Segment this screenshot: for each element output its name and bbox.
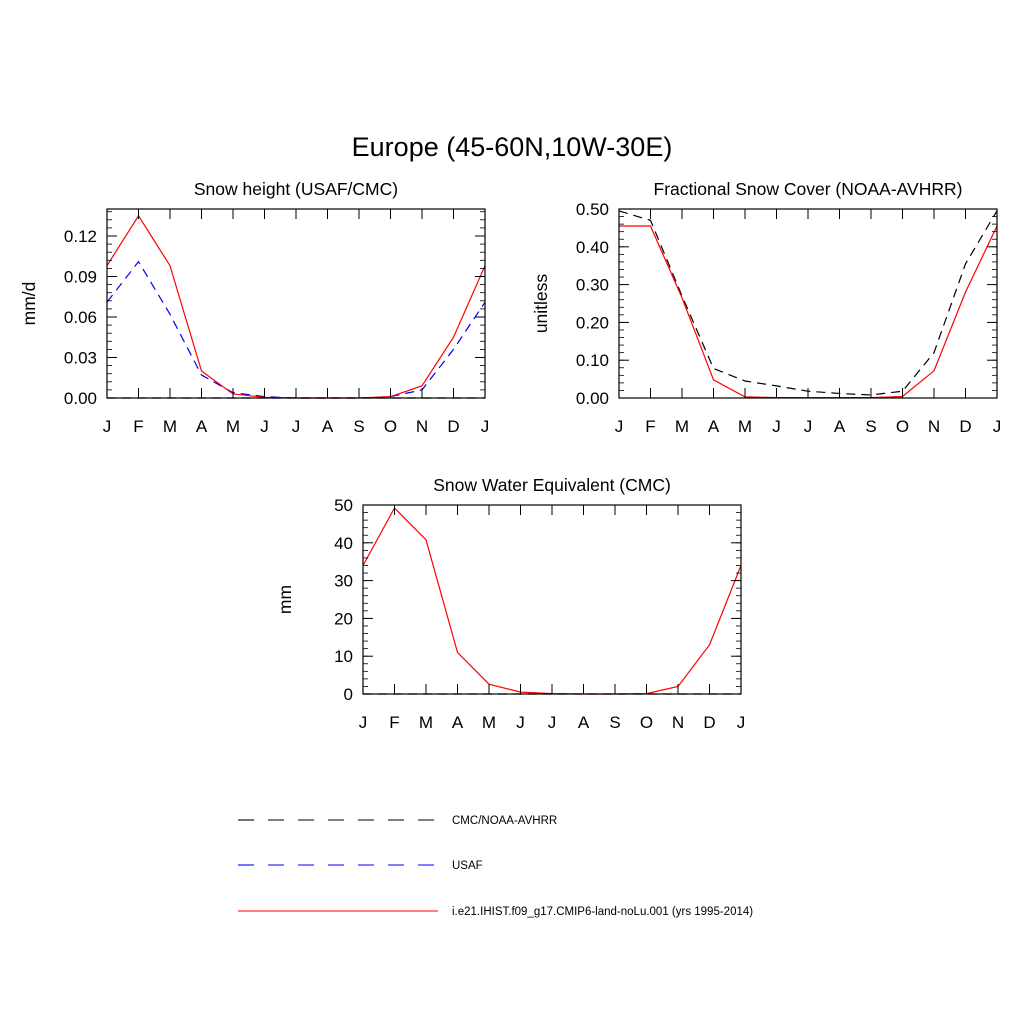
x-tick-label: S	[609, 713, 620, 732]
series-line-i.e21.IHIST.f09_g17.CMIP6-land-noLu.001 (yrs 1995-2014)	[106, 214, 486, 399]
x-tick-label: J	[993, 417, 1002, 436]
x-tick-label: O	[896, 417, 909, 436]
x-tick-label: M	[482, 713, 496, 732]
y-tick-label: 0.50	[576, 200, 609, 219]
x-tick-label: A	[834, 417, 846, 436]
series-line-i.e21.IHIST.f09_g17.CMIP6-land-noLu.001 (yrs 1995-2014)	[362, 507, 742, 695]
y-tick-label: 0	[344, 685, 353, 704]
y-tick-label: 0.09	[64, 268, 97, 287]
x-tick-label: D	[703, 713, 715, 732]
x-tick-label: A	[452, 713, 464, 732]
x-tick-label: O	[384, 417, 397, 436]
series-line-CMC/NOAA-AVHRR	[618, 210, 998, 396]
x-tick-label: A	[322, 417, 334, 436]
x-tick-label: J	[292, 417, 301, 436]
y-tick-label: 0.20	[576, 313, 609, 332]
panel-fractional-snow-cover: Fractional Snow Cover (NOAA-AVHRR) unitle…	[531, 179, 1001, 436]
panel-title: Snow height (USAF/CMC)	[194, 179, 398, 199]
x-tick-label: A	[578, 713, 590, 732]
y-tick-label: 10	[334, 647, 353, 666]
x-tick-label: J	[772, 417, 781, 436]
x-tick-label: M	[419, 713, 433, 732]
y-tick-label: 30	[334, 572, 353, 591]
x-tick-label: D	[959, 417, 971, 436]
y-tick-label: 0.12	[64, 227, 97, 246]
panel-snow-height: Snow height (USAF/CMC) mm/d 0.00 0.03 0.06 0.…	[19, 179, 489, 436]
legend-label: USAF	[452, 860, 483, 872]
legend: CMC/NOAA-AVHRR USAF i.e21.IHIST.f09_g17.CM…	[238, 815, 753, 918]
x-tick-label: J	[804, 417, 813, 436]
x-tick-label: J	[359, 713, 368, 732]
plot-frame	[106, 208, 486, 399]
y-tick-label: 0.03	[64, 349, 97, 368]
y-tick-label: 0.30	[576, 276, 609, 295]
x-tick-label: M	[675, 417, 689, 436]
y-tick-label: 20	[334, 609, 353, 628]
x-tick-label: S	[865, 417, 876, 436]
x-tick-label: D	[447, 417, 459, 436]
series-line-USAF	[106, 260, 486, 399]
y-tick-label: 0.10	[576, 351, 609, 370]
y-tick-label: 0.06	[64, 308, 97, 327]
x-tick-label: F	[645, 417, 655, 436]
x-tick-label: J	[516, 713, 525, 732]
panel-title: Fractional Snow Cover (NOAA-AVHRR)	[654, 179, 963, 199]
x-tick-label: M	[738, 417, 752, 436]
plot-frame	[618, 208, 998, 399]
series-line-i.e21.IHIST.f09_g17.CMIP6-land-noLu.001 (yrs 1995-2014)	[619, 225, 998, 399]
x-tick-label: N	[928, 417, 940, 436]
x-tick-label: J	[103, 417, 112, 436]
x-tick-label: M	[226, 417, 240, 436]
figure-title: Europe (45-60N,10W-30E)	[352, 132, 673, 162]
x-tick-label: J	[260, 417, 269, 436]
y-tick-label: 0.40	[576, 238, 609, 257]
x-tick-label: N	[416, 417, 428, 436]
x-tick-label: J	[548, 713, 557, 732]
y-tick-label: 50	[334, 496, 353, 515]
x-tick-label: N	[672, 713, 684, 732]
x-tick-label: A	[708, 417, 720, 436]
y-tick-label: 0.00	[64, 389, 97, 408]
y-axis-label: mm/d	[19, 282, 39, 326]
x-tick-label: F	[389, 713, 399, 732]
legend-label: CMC/NOAA-AVHRR	[452, 815, 557, 827]
y-tick-label: 40	[334, 534, 353, 553]
x-tick-label: J	[615, 417, 624, 436]
y-axis-label: unitless	[531, 274, 551, 334]
x-tick-label: J	[481, 417, 490, 436]
y-tick-label: 0.00	[576, 389, 609, 408]
x-tick-label: J	[737, 713, 746, 732]
x-tick-label: M	[163, 417, 177, 436]
legend-label: i.e21.IHIST.f09_g17.CMIP6-land-noLu.001 …	[452, 906, 753, 918]
x-tick-label: S	[353, 417, 364, 436]
panel-snow-water-equivalent: Snow Water Equivalent (CMC) mm 0 10 20 30 40 50…	[275, 475, 745, 732]
x-tick-label: O	[640, 713, 653, 732]
y-axis-label: mm	[275, 585, 295, 614]
x-tick-label: F	[133, 417, 143, 436]
panel-title: Snow Water Equivalent (CMC)	[433, 475, 671, 495]
x-tick-label: A	[196, 417, 208, 436]
